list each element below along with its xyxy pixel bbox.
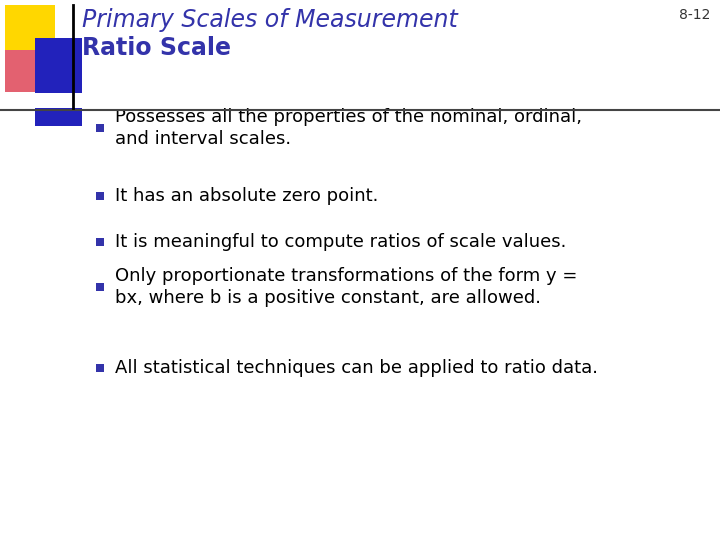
- Bar: [35, 38, 82, 93]
- Text: Possesses all the properties of the nominal, ordinal,
and interval scales.: Possesses all the properties of the nomi…: [115, 107, 582, 148]
- Bar: [5, 5, 55, 50]
- Text: Only proportionate transformations of the form y =
bx, where b is a positive con: Only proportionate transformations of th…: [115, 267, 577, 307]
- Bar: [96, 192, 104, 200]
- Bar: [35, 108, 82, 126]
- Bar: [5, 50, 47, 92]
- Text: It has an absolute zero point.: It has an absolute zero point.: [115, 187, 379, 205]
- Text: It is meaningful to compute ratios of scale values.: It is meaningful to compute ratios of sc…: [115, 233, 567, 251]
- Bar: [96, 364, 104, 372]
- Text: 8-12: 8-12: [679, 8, 710, 22]
- Text: Ratio Scale: Ratio Scale: [82, 36, 231, 60]
- Bar: [96, 238, 104, 246]
- Text: Primary Scales of Measurement: Primary Scales of Measurement: [82, 8, 458, 32]
- Bar: [96, 124, 104, 132]
- Text: All statistical techniques can be applied to ratio data.: All statistical techniques can be applie…: [115, 359, 598, 377]
- Bar: [96, 283, 104, 291]
